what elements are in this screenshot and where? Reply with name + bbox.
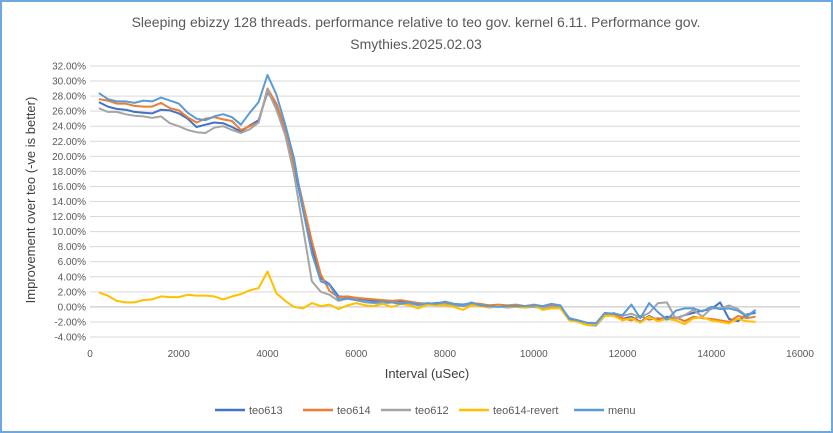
x-tick-label: 2000: [168, 349, 191, 360]
legend-label-menu: menu: [608, 405, 636, 417]
gridlines: [90, 65, 800, 338]
legend-label-teo613: teo613: [249, 405, 283, 417]
legend: teo613 teo614 teo612 teo614-revert menu: [215, 405, 636, 417]
y-tick-label: 16.00%: [52, 182, 86, 193]
y-tick-label: 28.00%: [52, 92, 86, 103]
y-tick-label: 20.00%: [52, 152, 86, 163]
y-axis-ticks: -4.00% -2.00% 0.00% 2.00% 4.00% 6.00% 8.00% 10.…: [52, 62, 86, 344]
y-tick-label: 32.00%: [52, 62, 86, 73]
series-line-teo614: [98, 87, 756, 326]
x-tick-label: 16000: [786, 349, 814, 360]
y-tick-label: -4.00%: [54, 333, 86, 344]
y-tick-label: 6.00%: [58, 257, 86, 268]
series-line-teo614-revert: [98, 270, 756, 326]
y-tick-label: -2.00%: [54, 317, 86, 328]
y-tick-label: 8.00%: [58, 242, 86, 253]
x-axis-ticks: 0 2000 4000 6000 8000 10000 12000 14000 16000: [87, 349, 814, 360]
chart-title-line1: Sleeping ebizzy 128 threads. performance…: [132, 14, 701, 30]
y-tick-label: 24.00%: [52, 122, 86, 133]
x-tick-label: 4000: [256, 349, 279, 360]
series-line-teo612: [98, 89, 757, 327]
x-tick-label: 14000: [697, 349, 725, 360]
y-tick-label: 0.00%: [58, 302, 86, 313]
x-tick-label: 0: [87, 349, 93, 360]
y-tick-label: 18.00%: [52, 167, 86, 178]
x-axis-title: Interval (uSec): [385, 366, 470, 381]
y-tick-label: 4.00%: [58, 272, 86, 283]
series-line-menu: [98, 74, 757, 325]
x-tick-label: 8000: [434, 349, 457, 360]
y-tick-label: 12.00%: [52, 212, 86, 223]
x-tick-label: 12000: [609, 349, 637, 360]
chart-title-line2: Smythies.2025.02.03: [350, 36, 482, 52]
x-tick-label: 10000: [520, 349, 548, 360]
series-line-teo613: [98, 91, 756, 325]
y-tick-label: 2.00%: [58, 287, 86, 298]
legend-label-teo612: teo612: [415, 405, 449, 417]
y-tick-label: 10.00%: [52, 227, 86, 238]
y-tick-label: 22.00%: [52, 137, 86, 148]
y-tick-label: 14.00%: [52, 197, 86, 208]
legend-label-teo614-revert: teo614-revert: [493, 405, 558, 417]
y-tick-label: 26.00%: [52, 107, 86, 118]
legend-label-teo614: teo614: [337, 405, 371, 417]
y-axis-title: Improvement over teo (-ve is better): [23, 97, 38, 304]
y-tick-label: 30.00%: [52, 77, 86, 88]
x-tick-label: 6000: [345, 349, 368, 360]
series-lines: [98, 74, 757, 327]
